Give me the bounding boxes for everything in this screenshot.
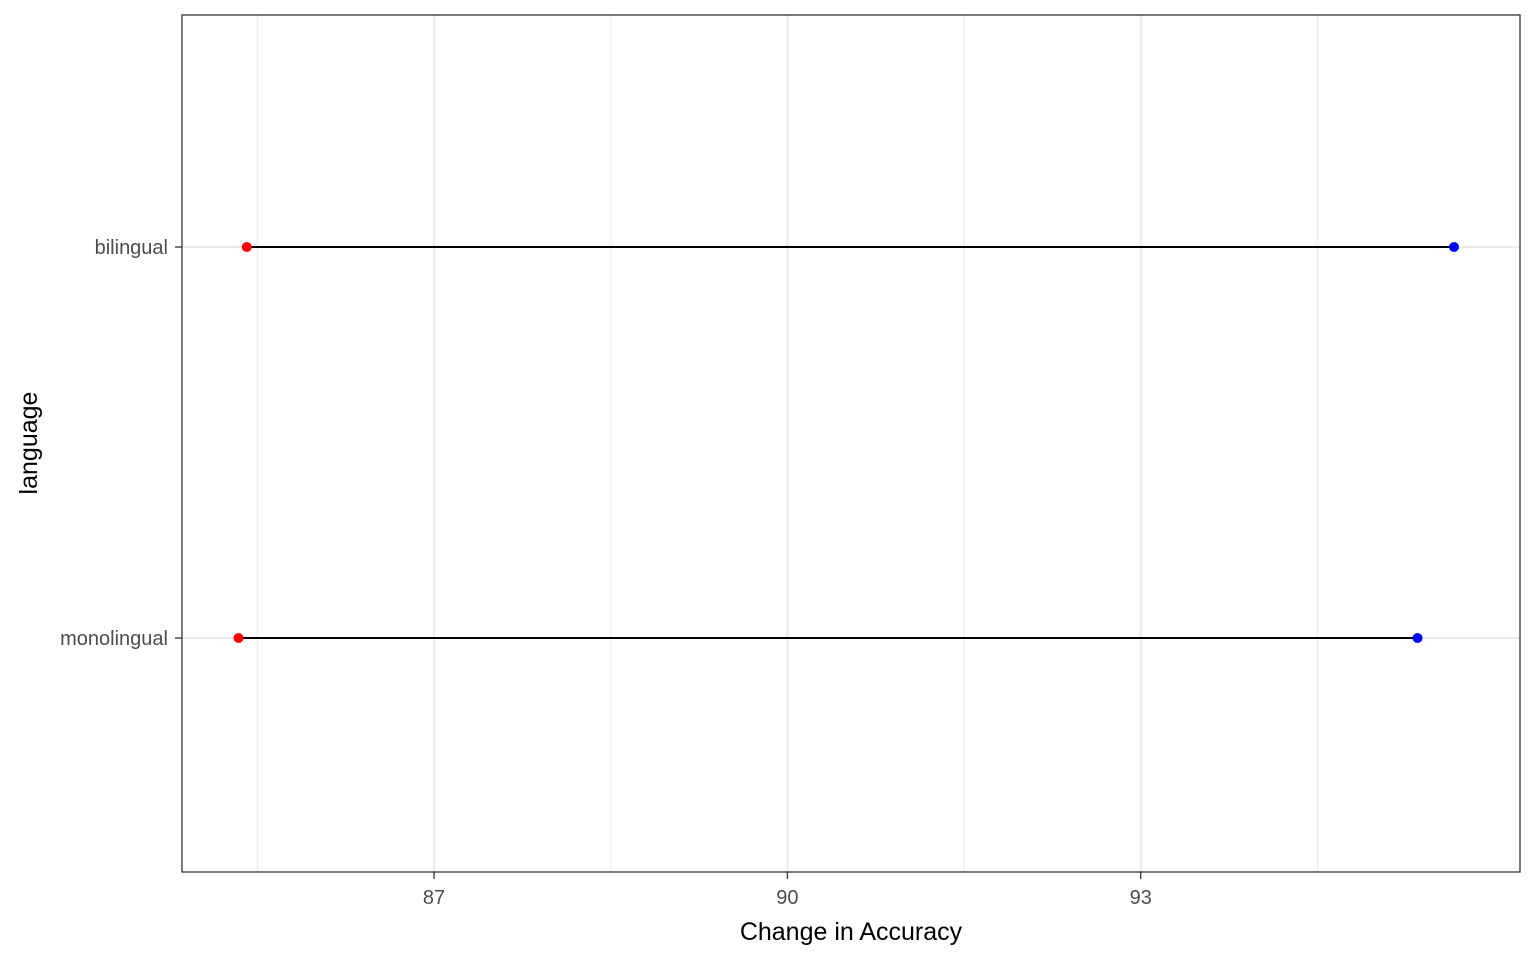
y-axis-title: language xyxy=(15,392,43,495)
x-tick-label: 90 xyxy=(776,887,798,909)
y-tick-label: monolingual xyxy=(60,628,168,650)
point-end-monolingual xyxy=(1412,633,1423,643)
plot-background xyxy=(182,15,1520,872)
axes: 87 90 93 bilingual monolingual xyxy=(60,237,1152,909)
dumbbell-segments xyxy=(238,246,1455,639)
point-start-monolingual xyxy=(233,633,244,643)
point-start-bilingual xyxy=(241,242,252,252)
dumbbell-points xyxy=(233,242,1460,643)
plot-border xyxy=(181,14,1521,873)
x-tick-label: 87 xyxy=(423,887,445,909)
y-tick-label: bilingual xyxy=(95,237,168,259)
point-end-bilingual xyxy=(1449,242,1460,252)
x-axis-title: Change in Accuracy xyxy=(740,918,963,946)
x-tick-label: 93 xyxy=(1130,887,1152,909)
